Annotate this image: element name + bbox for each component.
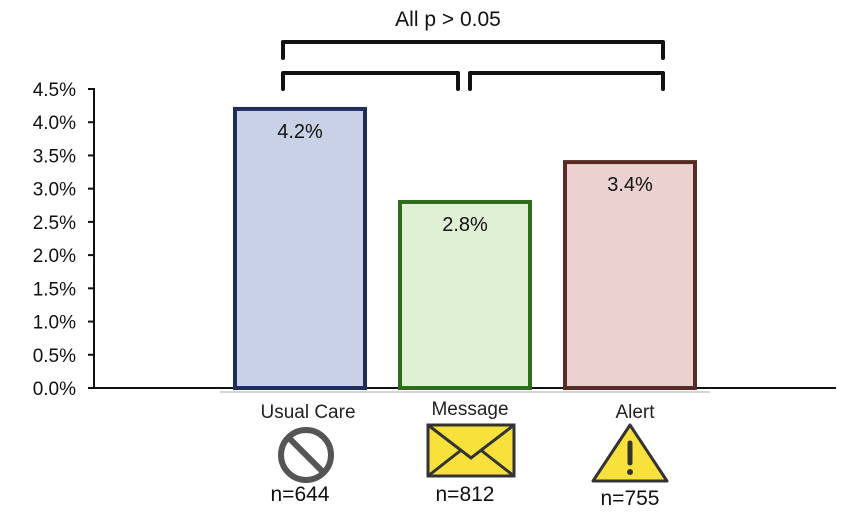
- chart-title: All p > 0.05: [395, 8, 501, 31]
- bar-alert: [563, 160, 697, 390]
- category-label: Usual Care: [260, 402, 355, 423]
- warning-icon: [591, 423, 669, 483]
- bars: 4.2% 2.8% 3.4%: [233, 106, 697, 391]
- bracket-overall: [281, 40, 665, 60]
- y-tick-label: 0.5%: [33, 346, 76, 367]
- data-label: 3.4%: [607, 174, 653, 196]
- bracket-usual-vs-message: [281, 71, 460, 91]
- bracket-message-vs-alert: [468, 71, 665, 91]
- data-label: 4.2%: [277, 121, 323, 143]
- sample-size-label: n=755: [601, 487, 660, 510]
- y-tick-label: 1.5%: [33, 279, 76, 300]
- y-axis-ticks: 0.0% 0.5% 1.0% 1.5% 2.0% 2.5% 3.0% 3.5% 4.0% 4.5%: [33, 80, 94, 400]
- category-label: Alert: [615, 402, 655, 423]
- y-tick-label: 0.0%: [33, 379, 76, 400]
- y-tick-label: 2.5%: [33, 213, 76, 234]
- significance-brackets: [281, 40, 665, 91]
- no-entry-icon: [278, 427, 334, 483]
- envelope-icon: [426, 423, 516, 478]
- category-label: Message: [431, 399, 508, 420]
- y-tick-label: 4.0%: [33, 113, 76, 134]
- bar-message: [398, 199, 532, 390]
- sample-size-labels: n=644 n=812 n=755: [271, 483, 660, 510]
- y-tick-label: 1.0%: [33, 313, 76, 334]
- category-labels: Usual Care Message Alert: [260, 399, 655, 423]
- data-label: 2.8%: [442, 214, 488, 236]
- y-tick-label: 3.0%: [33, 180, 76, 201]
- bar-usual-care: [233, 106, 367, 391]
- y-tick-label: 2.0%: [33, 246, 76, 267]
- y-tick-label: 3.5%: [33, 146, 76, 167]
- y-tick-label: 4.5%: [33, 80, 76, 101]
- sample-size-label: n=812: [436, 483, 495, 506]
- sample-size-label: n=644: [271, 483, 330, 506]
